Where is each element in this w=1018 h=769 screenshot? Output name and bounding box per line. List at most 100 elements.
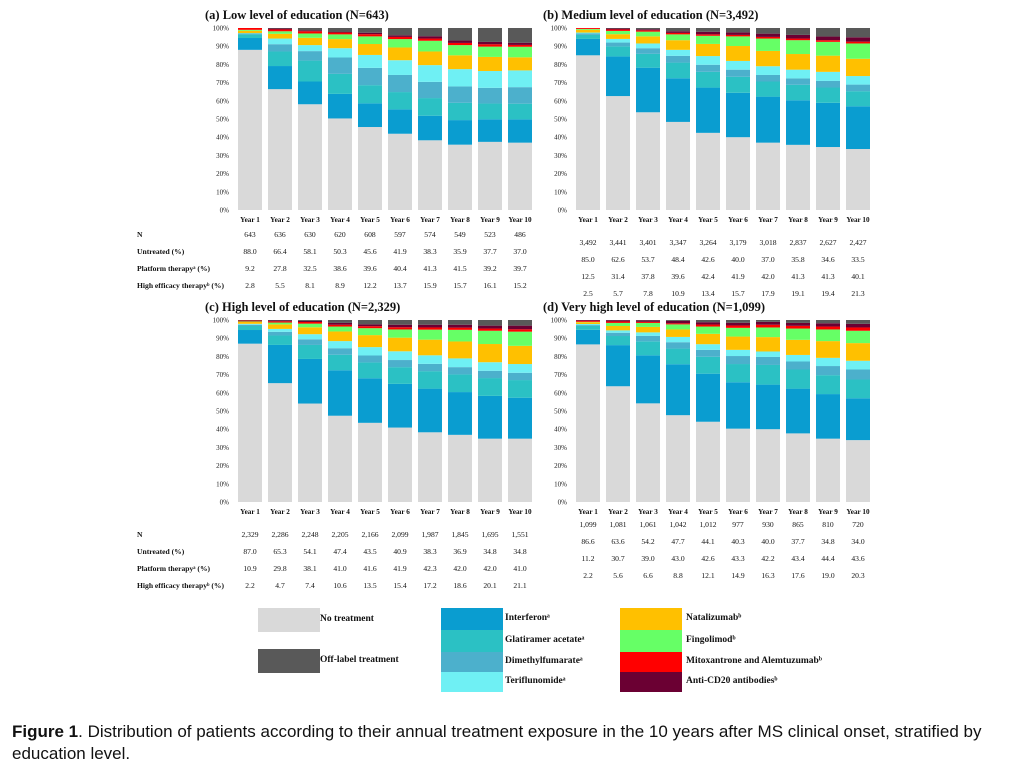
- table-cell: 38.3: [423, 247, 437, 256]
- table-cell: 7.4: [305, 581, 315, 590]
- bar-segment-glatiramer-acetate: [358, 362, 382, 379]
- bar-segment-anti-cd20-antibodies: [358, 324, 382, 327]
- bar-segment-mitoxantrone-and-alemtuzumab: [606, 29, 630, 31]
- bar-segment-teriflunomide: [606, 38, 630, 43]
- y-tick-label: 10%: [554, 480, 567, 488]
- bar-segment-dimethylfumarate: [448, 367, 472, 375]
- bar-segment-teriflunomide: [816, 71, 840, 81]
- table-cell: 41.9: [731, 272, 745, 281]
- bar-segment-teriflunomide: [508, 364, 532, 373]
- table-cell: 42.6: [701, 255, 715, 264]
- table-cell: 21.3: [851, 289, 865, 298]
- bar-segment-natalizumab: [756, 337, 780, 352]
- table-cell: 486: [514, 230, 526, 239]
- bar-segment-glatiramer-acetate: [448, 374, 472, 393]
- bar-segment-interferon: [636, 355, 660, 404]
- bar-segment-mitoxantrone-and-alemtuzumab: [726, 325, 750, 328]
- bar-segment-teriflunomide: [636, 332, 660, 336]
- x-tick-label: Year 1: [578, 508, 598, 516]
- legend-label: Interferonᵃ: [505, 613, 550, 623]
- table-cell: 32.5: [303, 264, 317, 273]
- bar-segment-teriflunomide: [388, 351, 412, 361]
- y-tick-label: 80%: [554, 61, 567, 69]
- table-cell: 42.0: [453, 564, 467, 573]
- bar-segment-off-label-treatment: [268, 28, 292, 29]
- bar-segment-fingolimod: [478, 330, 502, 345]
- y-tick-label: 100%: [213, 25, 230, 33]
- bar-segment-interferon: [696, 87, 720, 133]
- table-cell: 65.3: [273, 547, 287, 556]
- bar-segment-anti-cd20-antibodies: [448, 40, 472, 43]
- bar-segment-teriflunomide: [358, 347, 382, 356]
- panel-c-title: (c) High level of education (N=2,329): [205, 300, 401, 314]
- bar-segment-interferon: [756, 384, 780, 430]
- table-cell: 43.0: [671, 554, 685, 563]
- table-cell: 43.4: [791, 554, 805, 563]
- table-cell: 37.0: [513, 247, 527, 256]
- bar-segment-off-label-treatment: [388, 28, 412, 36]
- bar-segment-anti-cd20-antibodies: [418, 324, 442, 328]
- table-cell: 42.0: [761, 272, 775, 281]
- bar-segment-dimethylfumarate: [576, 33, 600, 35]
- bar-segment-off-label-treatment: [268, 320, 292, 321]
- bar-segment-no-treatment: [636, 112, 660, 210]
- table-cell: 41.3: [423, 264, 437, 273]
- bar-segment-teriflunomide: [726, 60, 750, 70]
- table-cell: 41.9: [393, 247, 407, 256]
- table-cell: 43.3: [731, 554, 745, 563]
- y-tick-label: 80%: [554, 353, 567, 361]
- bar-segment-mitoxantrone-and-alemtuzumab: [268, 321, 292, 323]
- bar-segment-fingolimod: [816, 41, 840, 56]
- bar-segment-glatiramer-acetate: [358, 85, 382, 104]
- table-cell: 34.8: [483, 547, 497, 556]
- table-cell: 85.0: [581, 255, 595, 264]
- table-cell: 33.5: [851, 255, 865, 264]
- table-row-label: Untreated (%): [137, 247, 185, 256]
- x-tick-label: Year 1: [240, 508, 260, 516]
- x-tick-label: Year 9: [818, 508, 838, 516]
- table-cell: 35.9: [453, 247, 467, 256]
- bar-segment-mitoxantrone-and-alemtuzumab: [666, 323, 690, 325]
- bar-segment-natalizumab: [726, 336, 750, 350]
- table-cell: 34.8: [513, 547, 527, 556]
- legend-swatch: [620, 630, 682, 652]
- bar-segment-mitoxantrone-and-alemtuzumab: [666, 32, 690, 35]
- bar-segment-interferon: [388, 383, 412, 428]
- bar-segment-anti-cd20-antibodies: [508, 42, 532, 45]
- bar-segment-no-treatment: [478, 438, 502, 502]
- bar-segment-mitoxantrone-and-alemtuzumab: [606, 321, 630, 323]
- bar-segment-fingolimod: [358, 328, 382, 336]
- bar-segment-fingolimod: [358, 36, 382, 45]
- bar-segment-natalizumab: [268, 324, 292, 329]
- panel-c-chart: 0% 10% 20% 30% 40% 50% 60% 70% 80% 90% 100% Year 1 Y…: [213, 317, 532, 517]
- bar-segment-off-label-treatment: [726, 320, 750, 323]
- bar-segment-natalizumab: [478, 344, 502, 363]
- bar-segment-glatiramer-acetate: [418, 371, 442, 389]
- table-cell: 1,081: [609, 520, 627, 529]
- table-cell: 597: [394, 230, 406, 239]
- bar-segment-teriflunomide: [478, 71, 502, 88]
- bar-segment-off-label-treatment: [756, 28, 780, 34]
- bar-segment-off-label-treatment: [448, 320, 472, 325]
- table-cell: 16.3: [761, 571, 775, 580]
- bar-segment-fingolimod: [636, 31, 660, 37]
- bar-segment-mitoxantrone-and-alemtuzumab: [358, 34, 382, 37]
- bar-segment-anti-cd20-antibodies: [696, 31, 720, 35]
- bar-segment-fingolimod: [268, 31, 292, 34]
- y-tick-label: 20%: [216, 462, 229, 470]
- bar-segment-fingolimod: [786, 328, 810, 340]
- table-cell: 15.2: [513, 281, 527, 290]
- bar-segment-mitoxantrone-and-alemtuzumab: [478, 44, 502, 47]
- bar-segment-off-label-treatment: [508, 320, 532, 326]
- bar-segment-glatiramer-acetate: [816, 375, 840, 395]
- bar-segment-natalizumab: [238, 322, 262, 324]
- bar-segment-anti-cd20-antibodies: [328, 322, 352, 325]
- y-tick-label: 40%: [554, 134, 567, 142]
- bar-segment-dimethylfumarate: [666, 55, 690, 63]
- y-tick-label: 30%: [216, 152, 229, 160]
- table-cell: 574: [424, 230, 436, 239]
- bar-segment-dimethylfumarate: [846, 84, 870, 92]
- bar-segment-teriflunomide: [576, 324, 600, 326]
- bar-segment-fingolimod: [508, 46, 532, 58]
- x-tick-label: Year 8: [788, 508, 808, 516]
